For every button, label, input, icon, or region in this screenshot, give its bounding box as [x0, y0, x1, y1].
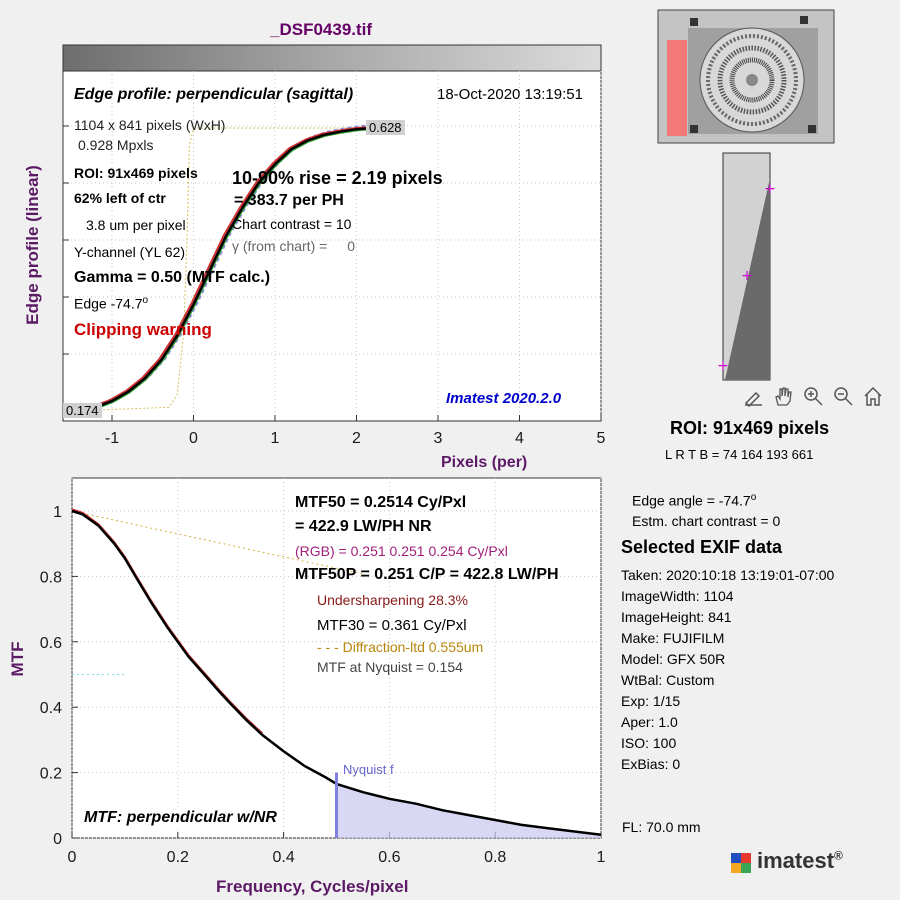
gray-gradient-bar [62, 44, 602, 72]
edge-x-tick-label: 3 [434, 430, 443, 447]
mtf50-value: MTF50 = 0.2514 Cy/Pxl [295, 494, 467, 511]
mtf-y-tick-label: 0.2 [40, 766, 62, 783]
exif-item: Make: FUJIFILM [621, 630, 725, 646]
roi-lrtb: L R T B = 74 164 193 661 [665, 447, 814, 462]
mtf-y-tick-label: 1 [53, 504, 62, 521]
estimated-contrast: Estm. chart contrast = 0 [632, 513, 781, 529]
roi-size: ROI: 91x469 pixels [74, 165, 198, 181]
pan-hand-icon[interactable] [770, 383, 796, 409]
roi-position: 62% left of ctr [74, 190, 166, 206]
exif-item: ImageWidth: 1104 [621, 588, 734, 604]
edge-x-axis-label: Pixels (per) [441, 454, 528, 471]
svg-text:+: + [741, 268, 753, 284]
mtf-x-axis-label: Frequency, Cycles/pixel [216, 877, 409, 896]
edge-reference-curve [71, 127, 373, 412]
mtf-y-axis-label: MTF [8, 641, 27, 677]
exif-item: Model: GFX 50R [621, 651, 726, 667]
imatest-version: Imatest 2020.2.0 [446, 390, 562, 407]
rise-distance: 10-90% rise = 2.19 pixels [232, 168, 443, 188]
edge-profile-curve [71, 126, 373, 413]
mtf-plot-title: MTF: perpendicular w/NR [82, 808, 279, 828]
mtf-axis-ticks: 0 0.2 0.4 0.6 0.8 1 0 0.2 0.4 0.6 0.8 1 [40, 504, 606, 866]
zoom-out-icon[interactable] [830, 383, 856, 409]
edge-x-tick-label: -1 [105, 430, 119, 447]
edge-x-tick-label: 1 [271, 430, 280, 447]
edge-x-ticks: -1 0 1 2 3 4 5 [63, 125, 606, 447]
rise-per-ph: = 383.7 per PH [234, 192, 344, 209]
roi-strip-image: + + + [717, 152, 776, 381]
gamma-info: Gamma = 0.50 (MTF calc.) [74, 269, 271, 286]
mtf-x-tick-label: 1 [597, 849, 606, 866]
clipping-warning: Clipping warning [74, 320, 212, 339]
exif-item: Taken: 2020:10:18 13:19:01-07:00 [621, 567, 835, 583]
svg-text:+: + [717, 358, 729, 374]
edge-plot-title: Edge profile: perpendicular (sagittal) [74, 86, 354, 103]
exif-item: ImageHeight: 841 [621, 609, 732, 625]
edge-x-tick-label: 4 [515, 430, 524, 447]
mtf-x-tick-label: 0.4 [272, 849, 294, 866]
nyquist-label: Nyquist f [343, 762, 394, 777]
edge-max-label: 0.628 [366, 120, 405, 135]
edge-angle-right: Edge angle = -74.7o [632, 492, 757, 509]
mtf-y-tick-label: 0.8 [40, 569, 62, 586]
pixel-size: 3.8 um per pixel [86, 217, 186, 233]
image-mpxls: 0.928 Mpxls [78, 137, 154, 153]
mtf-at-nyquist: MTF at Nyquist = 0.154 [317, 659, 463, 675]
exif-title: Selected EXIF data [621, 537, 783, 557]
gamma-from-chart: γ (from chart) = 0 [232, 238, 356, 254]
beyond-nyquist-fill [336, 784, 601, 838]
chart-thumbnail [657, 9, 835, 144]
mtf50-rgb: (RGB) = 0.251 0.251 0.254 Cy/Pxl [295, 543, 508, 559]
mtf-y-tick-label: 0 [53, 831, 62, 848]
exif-item: WtBal: Custom [621, 672, 715, 688]
file-title: _DSF0439.tif [270, 20, 373, 39]
brush-icon[interactable] [740, 383, 766, 409]
edge-min-label: 0.174 [63, 403, 102, 418]
edge-x-tick-label: 0 [189, 430, 198, 447]
edge-y-axis-label: Edge profile (linear) [23, 165, 42, 325]
edge-grid [63, 71, 602, 421]
edge-plot-date: 18-Oct-2020 13:19:51 [437, 86, 583, 103]
edge-x-tick-label: 5 [597, 430, 606, 447]
mtf-x-tick-label: 0.6 [378, 849, 400, 866]
svg-text:+: + [764, 181, 776, 197]
mtf-x-tick-label: 0.8 [484, 849, 506, 866]
figure-toolbar [740, 383, 892, 411]
exif-item: Aper: 1.0 [621, 714, 678, 730]
exif-item: Exp: 1/15 [621, 693, 681, 709]
diffraction-limit: - - - Diffraction-ltd 0.555um [317, 639, 484, 655]
exif-item: ExBias: 0 [621, 756, 681, 772]
mtf-x-tick-label: 0 [68, 849, 77, 866]
mtf30-value: MTF30 = 0.361 Cy/Pxl [317, 617, 467, 634]
edge-profile-red-curve [69, 126, 371, 411]
mtf-grid [71, 478, 602, 839]
mtf-y-tick-label: 0.6 [40, 635, 62, 652]
roi-size-right: ROI: 91x469 pixels [670, 418, 830, 438]
channel-info: Y-channel (YL 62) [74, 244, 186, 260]
imatest-logo-text: imatest® [757, 848, 843, 873]
edge-angle: Edge -74.7o [74, 295, 149, 312]
exif-item: ISO: 100 [621, 735, 677, 751]
mtf-y-tick-label: 0.4 [40, 700, 62, 717]
zoom-in-icon[interactable] [800, 383, 826, 409]
mtf50p-value: MTF50P = 0.251 C/P = 422.8 LW/PH [295, 566, 559, 583]
home-icon[interactable] [860, 383, 886, 409]
exif-list: Taken: 2020:10:18 13:19:01-07:00 ImageWi… [621, 567, 834, 777]
mtf-x-tick-label: 0.2 [167, 849, 189, 866]
focal-length: FL: 70.0 mm [622, 819, 701, 835]
edge-plot-area [62, 70, 602, 422]
image-dimensions: 1104 x 841 pixels (WxH) [74, 117, 226, 133]
mtf50-lwph: = 422.9 LW/PH NR [295, 518, 432, 535]
chart-contrast: Chart contrast = 10 [232, 216, 352, 232]
mtf-curve [71, 509, 602, 836]
undersharpening: Undersharpening 28.3% [317, 592, 468, 608]
imatest-logo-mark [731, 853, 751, 873]
edge-x-tick-label: 2 [352, 430, 361, 447]
